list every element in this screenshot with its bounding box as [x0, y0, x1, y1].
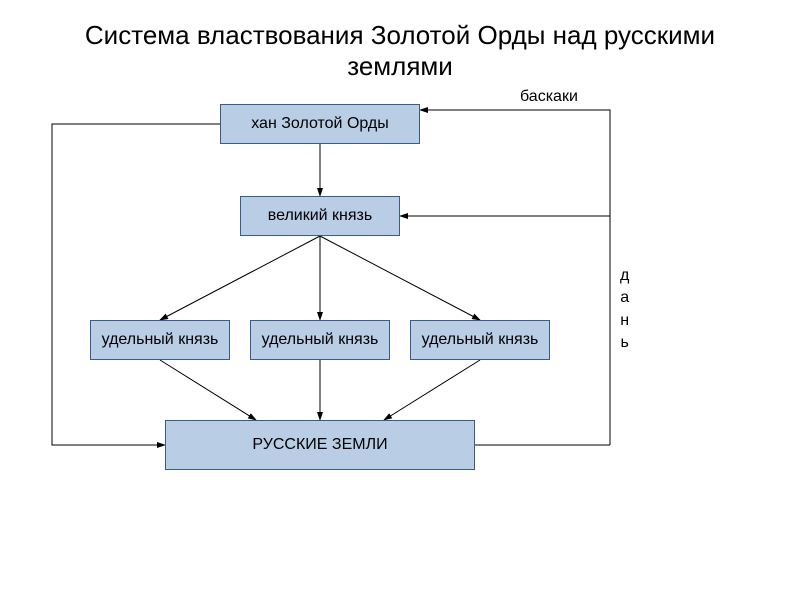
- node-lands-label: РУССКИЕ ЗЕМЛИ: [252, 436, 387, 454]
- diagram-title: Система властвования Золотой Орды над ру…: [40, 20, 760, 82]
- node-grand-label: великий князь: [268, 207, 372, 225]
- node-udel-2: удельный князь: [250, 320, 390, 360]
- node-khan-label: хан Золотой Орды: [251, 115, 389, 133]
- node-ud3-label: удельный князь: [422, 331, 539, 349]
- node-grand-prince: великий князь: [240, 196, 400, 236]
- node-russian-lands: РУССКИЕ ЗЕМЛИ: [165, 420, 475, 470]
- label-baskaki: баскаки: [520, 88, 578, 106]
- node-udel-3: удельный князь: [410, 320, 550, 360]
- node-khan: хан Золотой Орды: [220, 104, 420, 144]
- node-ud2-label: удельный князь: [262, 331, 379, 349]
- label-dan: дань: [620, 268, 629, 358]
- node-udel-1: удельный князь: [90, 320, 230, 360]
- node-ud1-label: удельный князь: [102, 331, 219, 349]
- edges-layer: [0, 0, 800, 600]
